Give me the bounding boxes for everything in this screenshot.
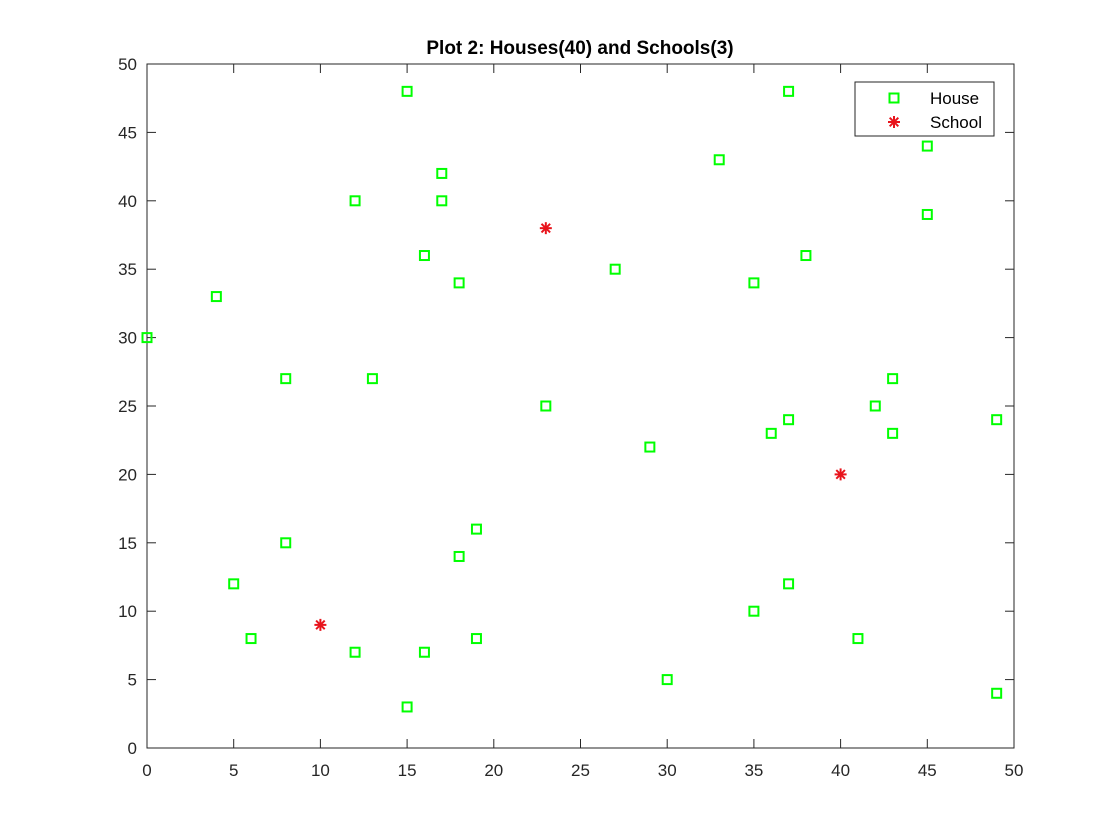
house-marker [852, 633, 864, 645]
house-marker [418, 646, 430, 658]
house-marker [887, 427, 899, 439]
house-marker [748, 605, 760, 617]
house-marker [921, 208, 933, 220]
house-marker [783, 578, 795, 590]
house-marker [280, 373, 292, 385]
house-marker [748, 277, 760, 289]
school-marker [834, 468, 847, 481]
x-tick-label: 20 [484, 761, 503, 780]
x-tick-label: 0 [142, 761, 151, 780]
house-marker [765, 427, 777, 439]
house-marker [401, 85, 413, 97]
house-marker [869, 400, 881, 412]
house-marker [245, 633, 257, 645]
house-marker [436, 167, 448, 179]
y-tick-label: 15 [118, 534, 137, 553]
house-marker [991, 687, 1003, 699]
house-marker [141, 332, 153, 344]
house-marker [228, 578, 240, 590]
x-tick-label: 15 [398, 761, 417, 780]
x-tick-label: 25 [571, 761, 590, 780]
house-marker [418, 250, 430, 262]
y-tick-label: 45 [118, 123, 137, 142]
y-tick-label: 35 [118, 260, 137, 279]
legend: House School [854, 81, 995, 137]
y-tick-label: 25 [118, 397, 137, 416]
house-marker [991, 414, 1003, 426]
house-marker [661, 674, 673, 686]
house-marker [210, 291, 222, 303]
legend-label: House [930, 89, 979, 108]
x-tick-label: 35 [744, 761, 763, 780]
y-tick-label: 10 [118, 602, 137, 621]
data-points [141, 85, 1003, 713]
house-marker [349, 646, 361, 658]
house-marker [921, 140, 933, 152]
x-tick-label: 45 [918, 761, 937, 780]
chart-title: Plot 2: Houses(40) and Schools(3) [426, 38, 733, 59]
house-marker [453, 550, 465, 562]
legend-school-icon [888, 116, 900, 128]
axes: 0 5 10 15 20 25 30 35 40 45 50 0 5 10 15 20 25 30 35 40 45 50 [118, 55, 1023, 780]
house-marker [470, 523, 482, 535]
house-marker [887, 373, 899, 385]
house-marker [349, 195, 361, 207]
house-marker [436, 195, 448, 207]
house-marker [783, 414, 795, 426]
x-tick-label: 5 [229, 761, 238, 780]
y-tick-label: 50 [118, 55, 137, 74]
legend-label: School [930, 113, 982, 132]
legend-box [854, 81, 995, 137]
house-marker [401, 701, 413, 713]
x-tick-label: 40 [831, 761, 850, 780]
y-tick-label: 0 [128, 739, 137, 758]
school-marker [539, 222, 552, 235]
legend-house-icon [888, 92, 900, 104]
y-tick-label: 30 [118, 329, 137, 348]
house-marker [470, 633, 482, 645]
x-tick-label: 10 [311, 761, 330, 780]
y-tick-label: 5 [128, 671, 137, 690]
y-tick-label: 40 [118, 192, 137, 211]
house-marker [800, 250, 812, 262]
house-marker [280, 537, 292, 549]
house-marker [644, 441, 656, 453]
house-marker [609, 263, 621, 275]
house-marker [783, 85, 795, 97]
x-tick-label: 50 [1005, 761, 1024, 780]
y-tick-label: 20 [118, 465, 137, 484]
house-marker [366, 373, 378, 385]
house-marker [453, 277, 465, 289]
school-marker [314, 618, 327, 631]
x-tick-label: 30 [658, 761, 677, 780]
house-marker [713, 154, 725, 166]
house-marker [540, 400, 552, 412]
